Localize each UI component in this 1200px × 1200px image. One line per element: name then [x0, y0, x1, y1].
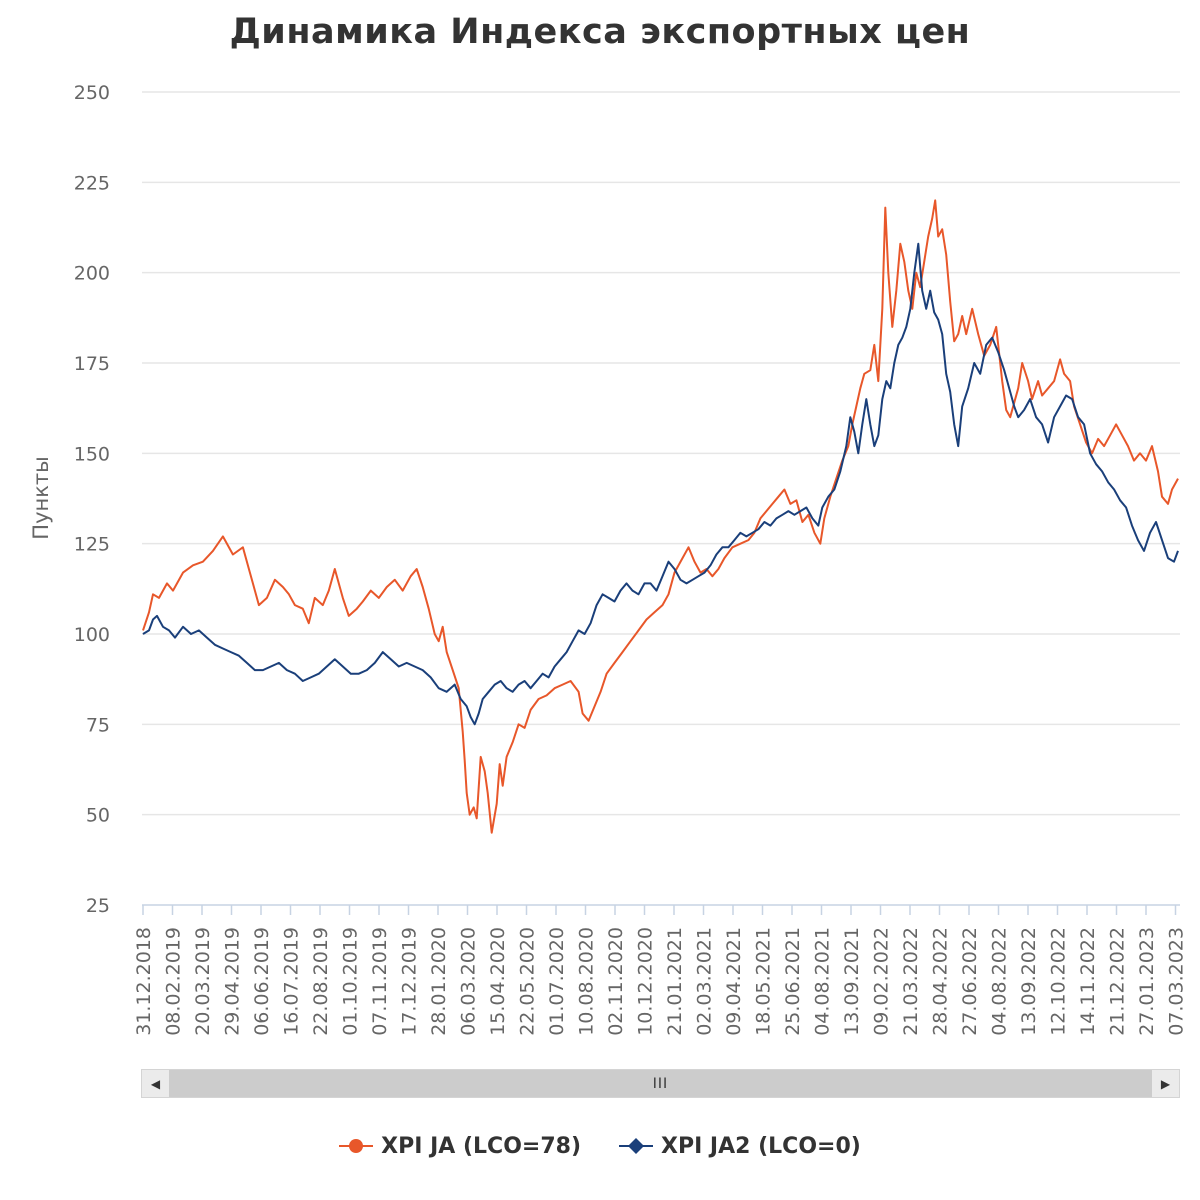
- y-tick-label: 125: [74, 534, 110, 556]
- legend-label-xpi-ja: XPI JA (LCO=78): [381, 1133, 581, 1159]
- x-tick-label: 06.06.2019: [251, 927, 273, 1036]
- y-tick-label: 150: [74, 443, 110, 465]
- legend-item-xpi-ja2[interactable]: XPI JA2 (LCO=0): [619, 1134, 861, 1159]
- x-tick-label: 10.08.2020: [576, 927, 598, 1036]
- legend-item-xpi-ja[interactable]: XPI JA (LCO=78): [339, 1134, 581, 1159]
- x-tick-label: 21.03.2022: [900, 927, 922, 1036]
- scroll-right-button[interactable]: ▶: [1152, 1070, 1179, 1097]
- x-tick-label: 21.01.2021: [664, 927, 686, 1036]
- x-tick-label: 07.11.2019: [369, 927, 391, 1036]
- y-tick-label: 250: [74, 82, 110, 104]
- series-lines: [142, 199, 1179, 834]
- x-tick-label: 18.05.2021: [753, 927, 775, 1036]
- x-tick-label: 08.02.2019: [163, 927, 185, 1036]
- x-tick-label: 06.03.2020: [458, 927, 480, 1036]
- x-tick-label: 13.09.2022: [1018, 927, 1040, 1036]
- grid-lines: [142, 91, 1180, 906]
- x-tick-label: 22.08.2019: [310, 927, 332, 1036]
- grip-icon: III: [652, 1075, 669, 1092]
- x-tick-label: 17.12.2019: [399, 927, 421, 1036]
- x-tick-label: 02.11.2020: [605, 927, 627, 1036]
- y-tick-label: 175: [74, 353, 110, 375]
- x-tick-label: 04.08.2021: [812, 927, 834, 1036]
- x-tick-label: 21.12.2022: [1107, 927, 1129, 1036]
- x-tick-label: 14.11.2022: [1077, 927, 1099, 1036]
- scroll-left-button[interactable]: ◀: [142, 1070, 169, 1097]
- x-tick-label: 01.07.2020: [546, 927, 568, 1036]
- chart-navigator-scrollbar[interactable]: ◀ III ▶: [141, 1069, 1180, 1098]
- chart-legend: XPI JA (LCO=78) XPI JA2 (LCO=0): [0, 1130, 1200, 1162]
- y-tick-label: 25: [86, 895, 110, 917]
- x-axis-ticks: 31.12.2018 08.02.2019 20.03.2019 29.04.2019…: [133, 905, 1188, 1036]
- x-tick-label: 16.07.2019: [281, 927, 303, 1036]
- y-tick-label: 225: [74, 172, 110, 194]
- x-tick-label: 28.01.2020: [428, 927, 450, 1036]
- x-tick-label: 31.12.2018: [133, 927, 155, 1036]
- y-tick-label: 100: [74, 624, 110, 646]
- x-tick-label: 04.08.2022: [989, 927, 1011, 1036]
- y-axis-label: Пункты: [29, 456, 53, 539]
- x-tick-label: 27.06.2022: [959, 927, 981, 1036]
- legend-label-xpi-ja2: XPI JA2 (LCO=0): [661, 1133, 861, 1159]
- y-tick-label: 50: [86, 805, 110, 827]
- y-tick-label: 75: [86, 714, 110, 736]
- x-tick-label: 15.04.2020: [487, 927, 509, 1036]
- y-axis-ticks: 25 50 75 100 125 150 175 200 225 250: [74, 82, 110, 917]
- x-tick-label: 25.06.2021: [782, 927, 804, 1036]
- series-line-2[interactable]: [142, 242, 1179, 726]
- x-tick-label: 28.04.2022: [930, 927, 952, 1036]
- series-line-1[interactable]: [142, 199, 1179, 834]
- x-tick-label: 27.01.2023: [1136, 927, 1158, 1036]
- diamond-marker-icon: [619, 1138, 653, 1154]
- y-tick-label: 200: [74, 263, 110, 285]
- x-tick-label: 10.12.2020: [635, 927, 657, 1036]
- x-tick-label: 29.04.2019: [222, 927, 244, 1036]
- x-tick-label: 20.03.2019: [192, 927, 214, 1036]
- x-tick-label: 07.03.2023: [1166, 927, 1188, 1036]
- x-tick-label: 22.05.2020: [517, 927, 539, 1036]
- arrow-left-icon: ◀: [150, 1076, 161, 1091]
- x-tick-label: 09.04.2021: [723, 927, 745, 1036]
- chart-title: Динамика Индекса экспортных цен: [229, 12, 971, 52]
- arrow-right-icon: ▶: [1160, 1076, 1171, 1091]
- x-tick-label: 13.09.2021: [841, 927, 863, 1036]
- scrollbar-thumb[interactable]: III: [169, 1070, 1152, 1097]
- x-tick-label: 02.03.2021: [694, 927, 716, 1036]
- circle-marker-icon: [339, 1139, 374, 1153]
- x-tick-label: 09.02.2022: [871, 927, 893, 1036]
- x-tick-label: 01.10.2019: [340, 927, 362, 1036]
- x-tick-label: 12.10.2022: [1048, 927, 1070, 1036]
